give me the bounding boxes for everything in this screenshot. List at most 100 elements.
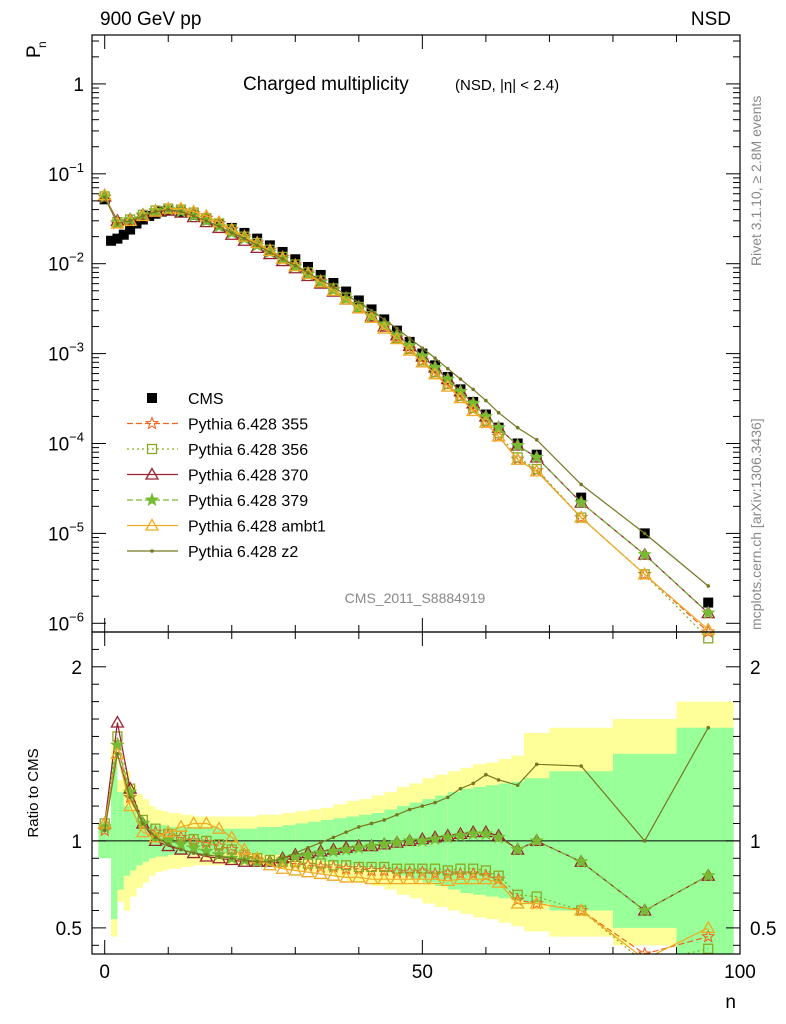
legend-label: Pythia 6.428 356 [188,442,308,459]
ratio-point [480,865,492,876]
ratio-point [224,830,239,843]
rivet-version: Rivet 3.1.10, ≥ 2.8M events [748,96,764,266]
data-point [229,231,234,235]
data-point [701,622,716,635]
data-point [369,308,374,313]
ratio-point [389,871,405,885]
legend-item: Pythia 6.428 355 [127,415,308,434]
ratio-point [122,798,138,812]
ratio-point [191,851,196,855]
ratio-point [141,821,145,826]
data-point [491,429,506,442]
legend-marker [144,415,160,430]
data-point [510,438,525,452]
data-point [382,317,387,322]
ratio-point [703,943,714,954]
ratio-series-5 [102,725,711,864]
series-5 [97,187,716,635]
series-1 [97,189,716,639]
data-point [496,410,501,415]
ratio-point [318,840,323,845]
data-point [402,343,417,356]
data-point [326,283,341,296]
data-point [415,355,430,368]
ratio-point [510,842,525,856]
ratio-point [110,746,125,759]
ratio-point [377,836,392,851]
data-point [250,235,265,249]
chart-subtitle: (NSD, |η| < 2.4) [455,77,559,94]
legend: CMS Pythia 6.428 355 Pythia 6.428 356 Pythi… [127,391,326,561]
data-point [112,233,123,244]
data-point [466,403,481,417]
ratio-point [275,861,290,874]
ratio-point [306,846,310,850]
data-point [344,293,348,297]
y-tick-label: 10−4 [48,429,84,455]
ratio-point [389,835,405,849]
ratio-point [706,725,711,730]
data-point [440,379,455,392]
ratio-point [326,843,341,858]
data-point [318,278,323,282]
ratio-point [186,840,201,854]
data-point [574,495,589,509]
ratio-point [491,875,506,888]
ratio-point [402,833,417,847]
ratio-point [643,951,646,954]
ratio-point [466,871,481,885]
data-point [217,224,221,229]
data-point [280,257,285,261]
ratio-series-group [97,715,716,954]
ratio-point [493,870,504,881]
ratio-point [110,715,125,728]
data-point [102,195,107,199]
ratio-point [574,854,589,868]
watermark: CMS_2011_S8884919 [345,590,486,606]
ratio-axis-label: Ratio to CMS [25,748,42,837]
ratio-y-label-left: 0.5 [56,919,82,940]
data-point [293,263,298,268]
ratio-point [402,871,417,885]
data-point [529,449,544,464]
ratio-point [344,830,348,834]
legend-marker [150,549,154,553]
x-tick-label: 100 [724,962,756,983]
ratio-point [529,896,544,909]
data-point [579,482,583,487]
data-point [637,547,652,561]
data-point [338,292,354,305]
ratio-point [440,873,455,887]
ratio-point [313,845,328,860]
mcplots-ref: mcplots.cern.ch [arXiv:1306.3436] [748,418,764,630]
ratio-point [351,870,366,883]
data-point [115,221,120,226]
ratio-point [701,920,716,934]
data-point [153,209,158,214]
ratio-point [204,852,209,857]
ratio-point [242,858,247,862]
series-6 [102,195,711,588]
ratio-point [135,824,150,838]
ratio-point [166,842,171,847]
top-panel: Charged multiplicity (NSD, |η| < 2.4) P … [24,34,741,644]
ratio-point [637,946,652,954]
ratio-point [471,781,475,786]
ratio-point [510,896,525,909]
data-point [389,331,405,345]
ratio-point [338,842,354,856]
y-axis-label-sub: n [35,41,49,48]
ratio-point [262,857,278,871]
ratio-point [515,783,520,787]
top-y-ticks: 1 10−1 10−2 10−3 10−4 10−5 10−6 [48,35,741,635]
ratio-point [453,828,468,842]
x-axis-label: n [725,992,736,1013]
ratio-point [395,812,399,817]
ratio-point [179,847,183,852]
data-point [204,219,209,223]
ratio-point [701,868,716,882]
ratio-point [531,891,542,902]
data-point [703,597,714,608]
legend-label: Pythia 6.428 379 [188,493,308,510]
ratio-point [433,800,437,805]
